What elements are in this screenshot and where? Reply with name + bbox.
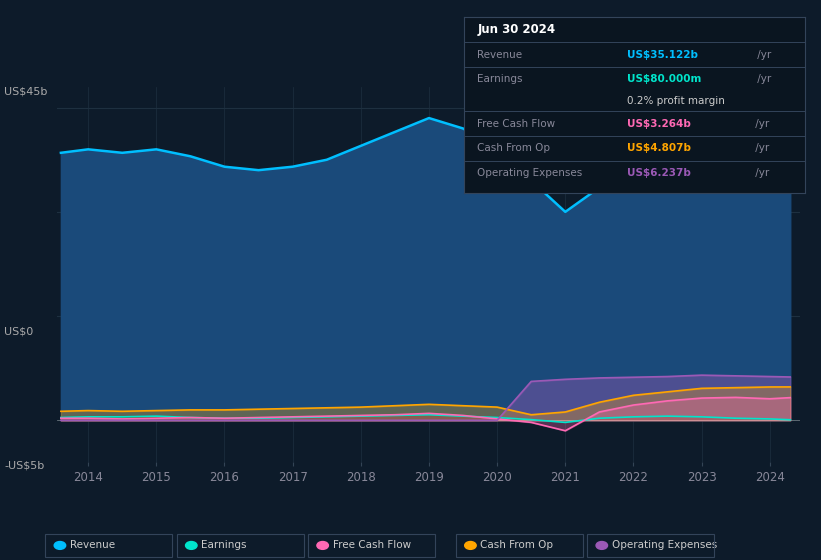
Text: US$6.237b: US$6.237b <box>627 169 691 179</box>
Text: US$35.122b: US$35.122b <box>627 50 699 60</box>
Text: Revenue: Revenue <box>478 50 523 60</box>
Text: Operating Expenses: Operating Expenses <box>612 540 717 550</box>
Text: Jun 30 2024: Jun 30 2024 <box>478 23 556 36</box>
Text: US$3.264b: US$3.264b <box>627 119 691 129</box>
Text: /yr: /yr <box>754 50 772 60</box>
Text: Operating Expenses: Operating Expenses <box>478 169 583 179</box>
Text: Cash From Op: Cash From Op <box>478 143 551 153</box>
Text: /yr: /yr <box>752 169 769 179</box>
Text: Free Cash Flow: Free Cash Flow <box>333 540 410 550</box>
Text: -US$5b: -US$5b <box>4 460 44 470</box>
Text: US$0: US$0 <box>4 326 34 337</box>
Text: Revenue: Revenue <box>70 540 115 550</box>
Text: US$4.807b: US$4.807b <box>627 143 691 153</box>
Text: US$80.000m: US$80.000m <box>627 74 702 84</box>
Text: Earnings: Earnings <box>201 540 246 550</box>
Text: US$45b: US$45b <box>4 87 48 97</box>
Text: Cash From Op: Cash From Op <box>480 540 553 550</box>
Text: /yr: /yr <box>752 143 769 153</box>
Text: /yr: /yr <box>752 119 769 129</box>
Text: 0.2% profit margin: 0.2% profit margin <box>627 96 725 106</box>
Text: Free Cash Flow: Free Cash Flow <box>478 119 556 129</box>
Text: /yr: /yr <box>754 74 772 84</box>
Text: Earnings: Earnings <box>478 74 523 84</box>
